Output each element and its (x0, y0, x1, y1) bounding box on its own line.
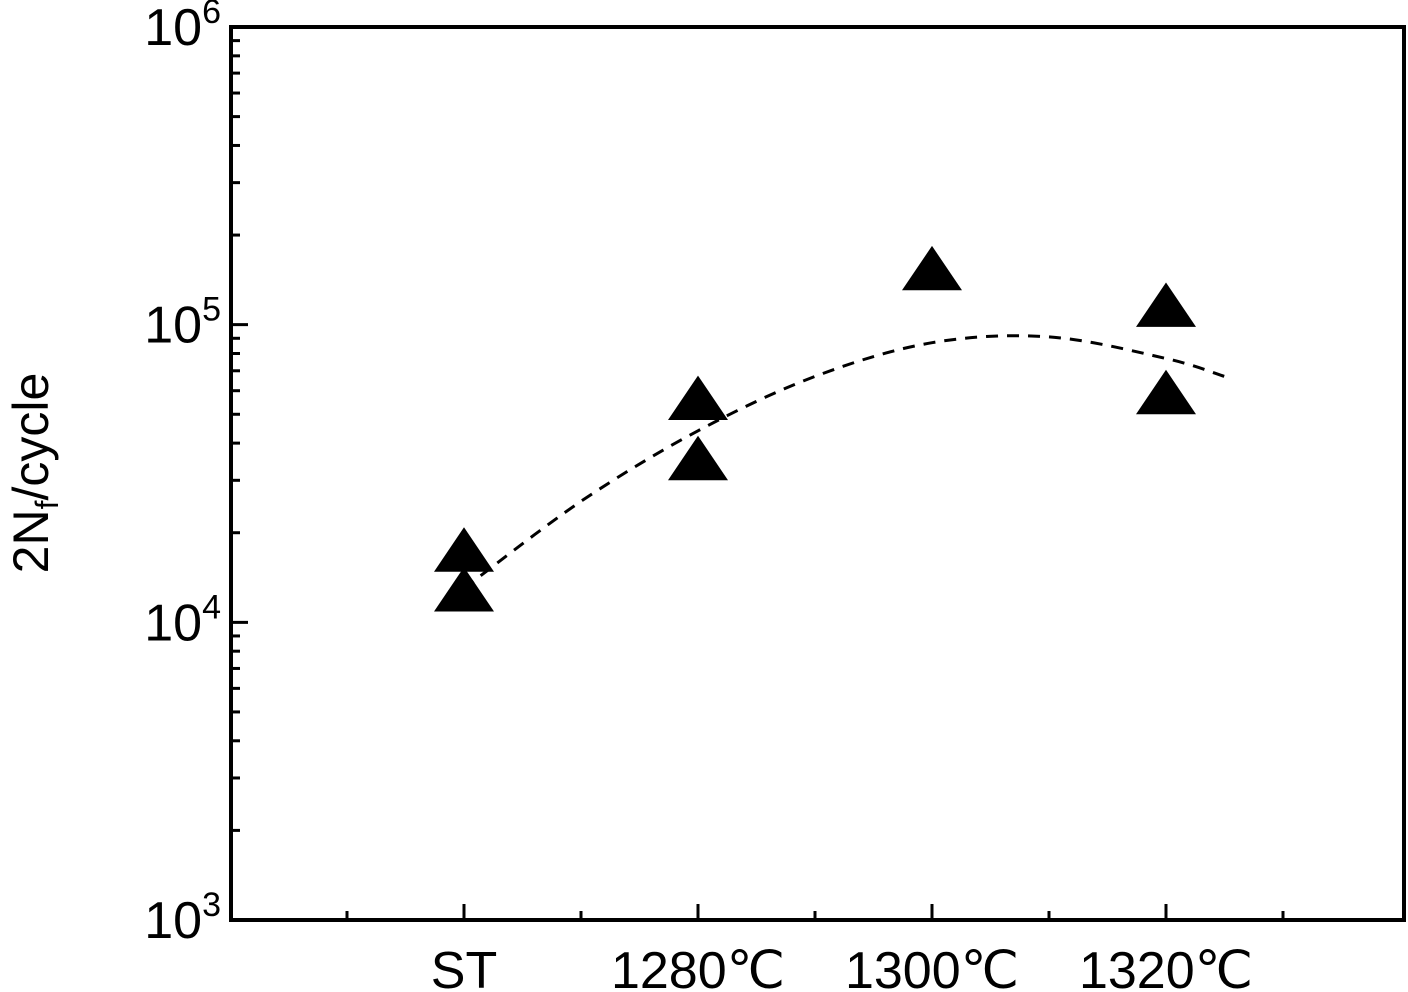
x-tick-label: ST (431, 942, 497, 992)
y-tick-label-base: 10 (144, 0, 202, 57)
y-tick-label: 105 (144, 291, 221, 355)
data-point-triangle (1136, 369, 1196, 415)
y-axis-label-main: 2N (3, 509, 59, 573)
x-tick-label: 1300℃ (845, 942, 1019, 992)
data-point-triangle (1136, 282, 1196, 327)
y-minor-ticks (231, 39, 240, 832)
data-point-triangle (434, 527, 494, 572)
y-tick-label-base: 10 (144, 892, 202, 950)
y-tick-label: 104 (144, 588, 221, 652)
data-point-triangle (902, 245, 962, 291)
y-tick-label: 106 (144, 0, 221, 57)
x-ticks (345, 904, 1285, 920)
y-tick-label-base: 10 (144, 594, 202, 652)
x-tick-labels: ST 1280℃ 1300℃ 1320℃ (431, 942, 1253, 992)
data-point-triangle (668, 435, 728, 481)
y-major-ticks (231, 25, 248, 922)
y-tick-label: 103 (144, 886, 221, 950)
y-tick-label-exponent: 4 (202, 588, 221, 626)
data-point-triangle (668, 375, 728, 420)
y-tick-label-exponent: 3 (202, 886, 221, 924)
plot-frame (229, 25, 1406, 922)
y-axis-label: 2Nf/cycle (3, 373, 65, 574)
x-tick-label: 1320℃ (1079, 942, 1253, 992)
data-point-triangle (434, 567, 494, 612)
y-tick-label-exponent: 6 (202, 0, 221, 31)
data-points (434, 245, 1196, 612)
x-tick-label: 1280℃ (611, 942, 785, 992)
y-tick-label-exponent: 5 (202, 291, 221, 329)
trend-line (463, 334, 1225, 590)
y-axis-label-sub: f (29, 500, 65, 509)
y-axis-label-rest: /cycle (3, 373, 59, 501)
y-tick-label-base: 10 (144, 297, 202, 355)
